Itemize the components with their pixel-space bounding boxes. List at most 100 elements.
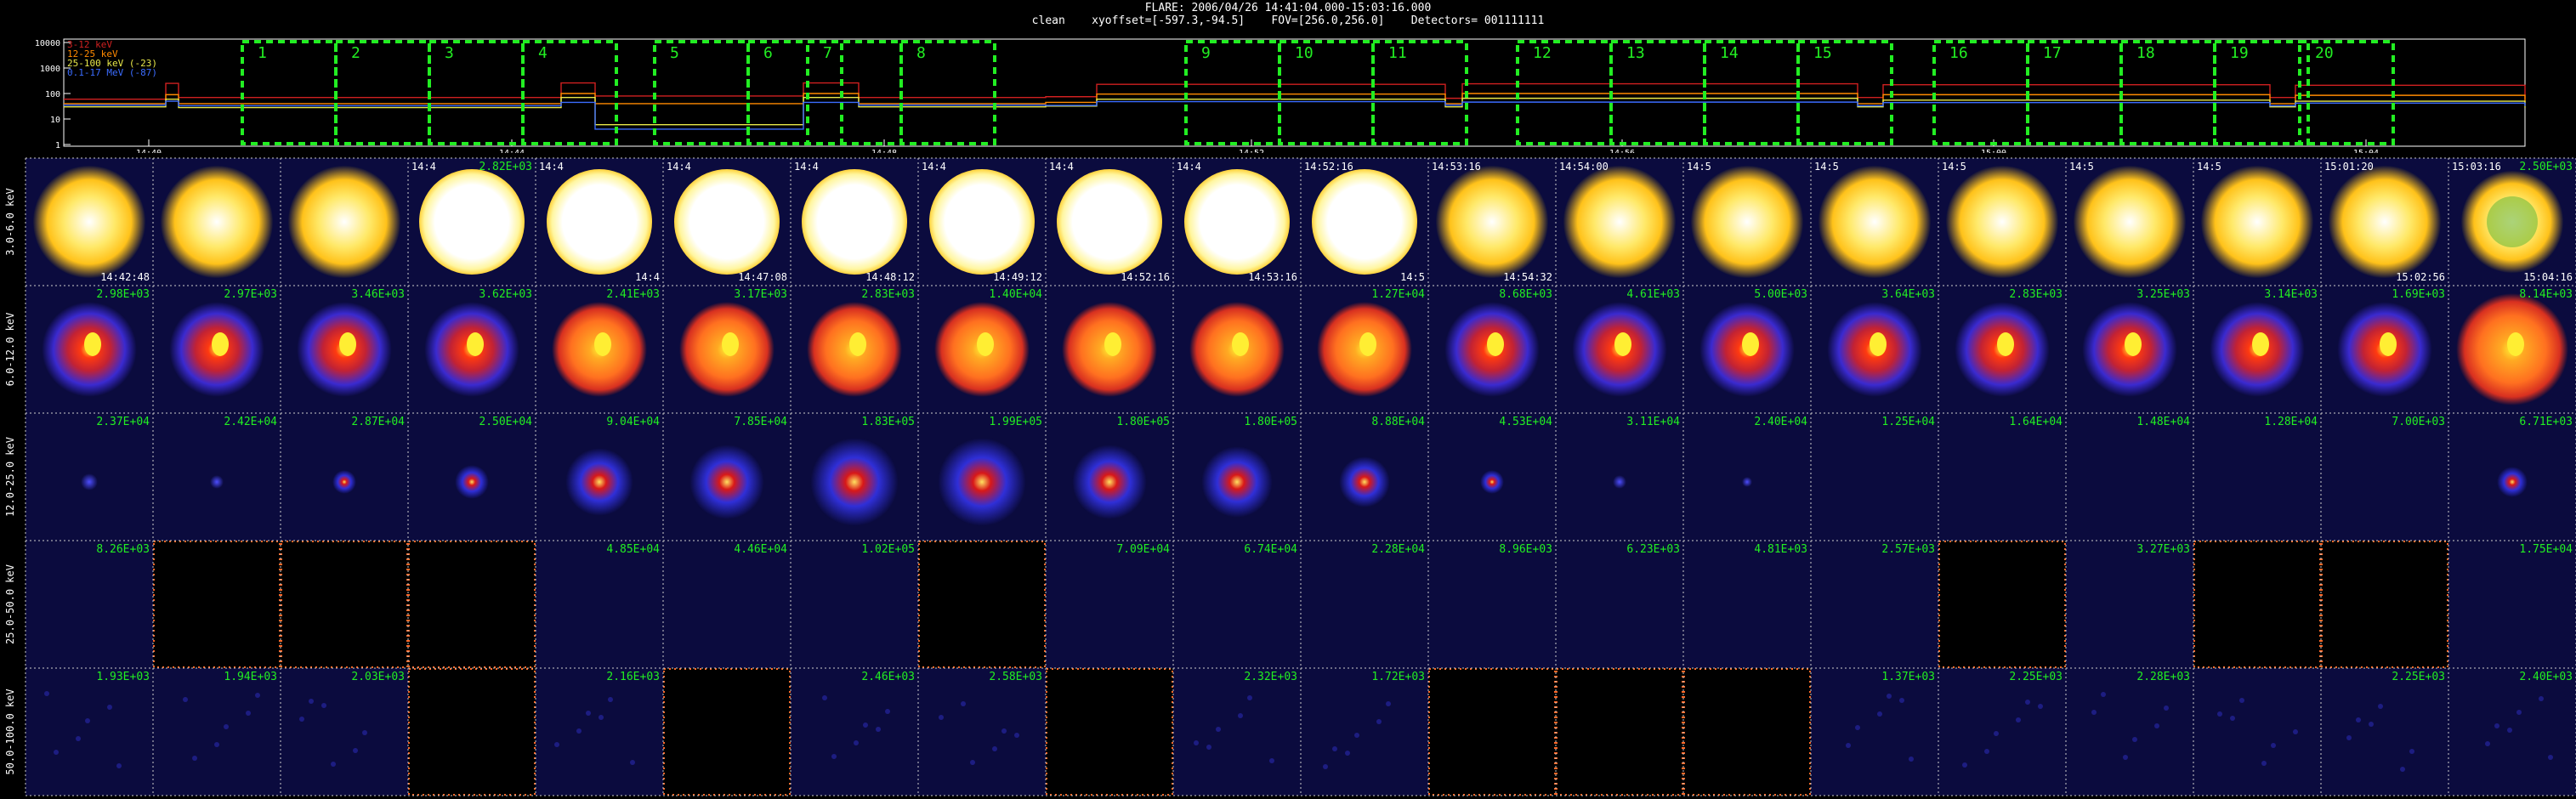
noise-speck bbox=[630, 760, 635, 765]
image-cell bbox=[663, 541, 791, 668]
image-cell bbox=[1938, 668, 2066, 796]
image-cell bbox=[1683, 541, 1811, 668]
legend-entry: 12-25 keV bbox=[67, 48, 118, 60]
legend-entry: 25-100 keV (-23) bbox=[67, 58, 157, 69]
y-tick-label: 1000 bbox=[40, 65, 60, 74]
peak-value: 4.81E+03 bbox=[1754, 543, 1807, 556]
image-cell bbox=[281, 541, 408, 668]
noise-speck bbox=[2400, 767, 2405, 772]
peak-value: 1.40E+04 bbox=[989, 288, 1042, 301]
noise-speck bbox=[1984, 749, 1989, 754]
source-core bbox=[1359, 332, 1376, 356]
image-cell bbox=[2448, 541, 2576, 668]
peak-value: 8.88E+04 bbox=[1371, 416, 1425, 428]
peak-value: 9.04E+04 bbox=[606, 416, 660, 428]
noise-speck bbox=[2516, 710, 2522, 715]
noise-speck bbox=[876, 727, 881, 732]
interval-label: 8 bbox=[916, 44, 926, 62]
interval-box bbox=[2213, 40, 2310, 145]
image-cell bbox=[408, 541, 536, 668]
noise-speck bbox=[2091, 710, 2097, 715]
noise-speck bbox=[192, 756, 197, 761]
peak-value: 2.40E+03 bbox=[2519, 671, 2573, 683]
interval-box bbox=[899, 40, 996, 145]
source-blob bbox=[689, 445, 764, 519]
peak-value: 1.80E+05 bbox=[1244, 416, 1297, 428]
source-blob bbox=[1946, 166, 2058, 278]
source-blob bbox=[81, 473, 98, 490]
x-tick-label: 15:04 bbox=[2353, 149, 2379, 153]
interval-box bbox=[1371, 40, 1468, 145]
noise-speck bbox=[1247, 695, 1252, 700]
noise-speck bbox=[1846, 743, 1851, 748]
noise-speck bbox=[1962, 762, 1967, 768]
time-start-label: 15:01:20 bbox=[2324, 161, 2374, 173]
noise-speck bbox=[586, 711, 591, 716]
image-cell bbox=[1046, 541, 1173, 668]
image-cell bbox=[2448, 668, 2576, 796]
source-core bbox=[2252, 332, 2269, 356]
noise-speck bbox=[1899, 698, 1904, 703]
source-blob bbox=[2497, 467, 2528, 497]
time-end-label: 14:48:12 bbox=[865, 271, 915, 283]
time-end-label: 14:54:32 bbox=[1503, 271, 1552, 283]
image-cell bbox=[1811, 541, 1938, 668]
image-cell bbox=[918, 541, 1046, 668]
peak-value: 3.14E+03 bbox=[2264, 288, 2318, 301]
source-blob bbox=[1613, 475, 1626, 489]
noise-speck bbox=[2369, 722, 2374, 727]
empty-frame bbox=[1046, 668, 1173, 796]
image-cell bbox=[2066, 413, 2193, 541]
noise-speck bbox=[1877, 711, 1882, 717]
peak-value: 3.25E+03 bbox=[2136, 288, 2190, 301]
noise-speck bbox=[2356, 717, 2361, 722]
noise-speck bbox=[2164, 706, 2169, 711]
image-cell bbox=[281, 668, 408, 796]
noise-speck bbox=[353, 748, 358, 753]
noise-speck bbox=[1269, 758, 1274, 763]
source-core bbox=[1870, 332, 1887, 356]
image-cell bbox=[1173, 668, 1301, 796]
source-core bbox=[1997, 332, 2014, 356]
source-blob bbox=[1819, 166, 1931, 278]
peak-value: 1.69E+03 bbox=[2392, 288, 2445, 301]
source-blob bbox=[802, 169, 907, 275]
empty-frame bbox=[2193, 541, 2321, 668]
interval-label: 3 bbox=[445, 44, 454, 62]
y-tick-label: 100 bbox=[45, 90, 60, 99]
image-cell bbox=[2321, 541, 2448, 668]
peak-value: 7.00E+03 bbox=[2392, 416, 2445, 428]
noise-speck bbox=[1345, 751, 1350, 756]
time-start-label: 14:4 bbox=[667, 161, 691, 173]
image-cell bbox=[1301, 668, 1428, 796]
source-core bbox=[2487, 196, 2538, 247]
peak-value: 1.94E+03 bbox=[224, 671, 277, 683]
source-blob bbox=[1312, 169, 1417, 275]
image-cell bbox=[1811, 668, 1938, 796]
time-end-label: 15:04:16 bbox=[2523, 271, 2573, 283]
image-cell bbox=[791, 668, 918, 796]
noise-speck bbox=[961, 701, 966, 706]
image-cell bbox=[2193, 413, 2321, 541]
noise-speck bbox=[1354, 733, 1359, 738]
source-core bbox=[339, 332, 356, 356]
interval-label: 6 bbox=[763, 44, 773, 62]
interval-label: 1 bbox=[258, 44, 267, 62]
noise-speck bbox=[1014, 733, 1019, 738]
peak-value: 4.85E+04 bbox=[606, 543, 660, 556]
peak-value: 2.50E+03 bbox=[2519, 161, 2573, 173]
interval-box bbox=[521, 40, 618, 145]
empty-frame bbox=[281, 541, 408, 668]
noise-speck bbox=[2025, 700, 2030, 705]
noise-speck bbox=[1323, 764, 1328, 769]
noise-speck bbox=[554, 742, 559, 747]
source-blob bbox=[332, 470, 356, 494]
noise-speck bbox=[44, 691, 49, 696]
time-start-label: 14:4 bbox=[922, 161, 946, 173]
source-blob bbox=[1057, 169, 1162, 275]
peak-value: 1.83E+05 bbox=[861, 416, 915, 428]
noise-speck bbox=[85, 718, 90, 723]
time-start-label: 14:4 bbox=[1049, 161, 1074, 173]
interval-label: 13 bbox=[1626, 44, 1645, 62]
x-tick-label: 14:44 bbox=[499, 149, 525, 153]
